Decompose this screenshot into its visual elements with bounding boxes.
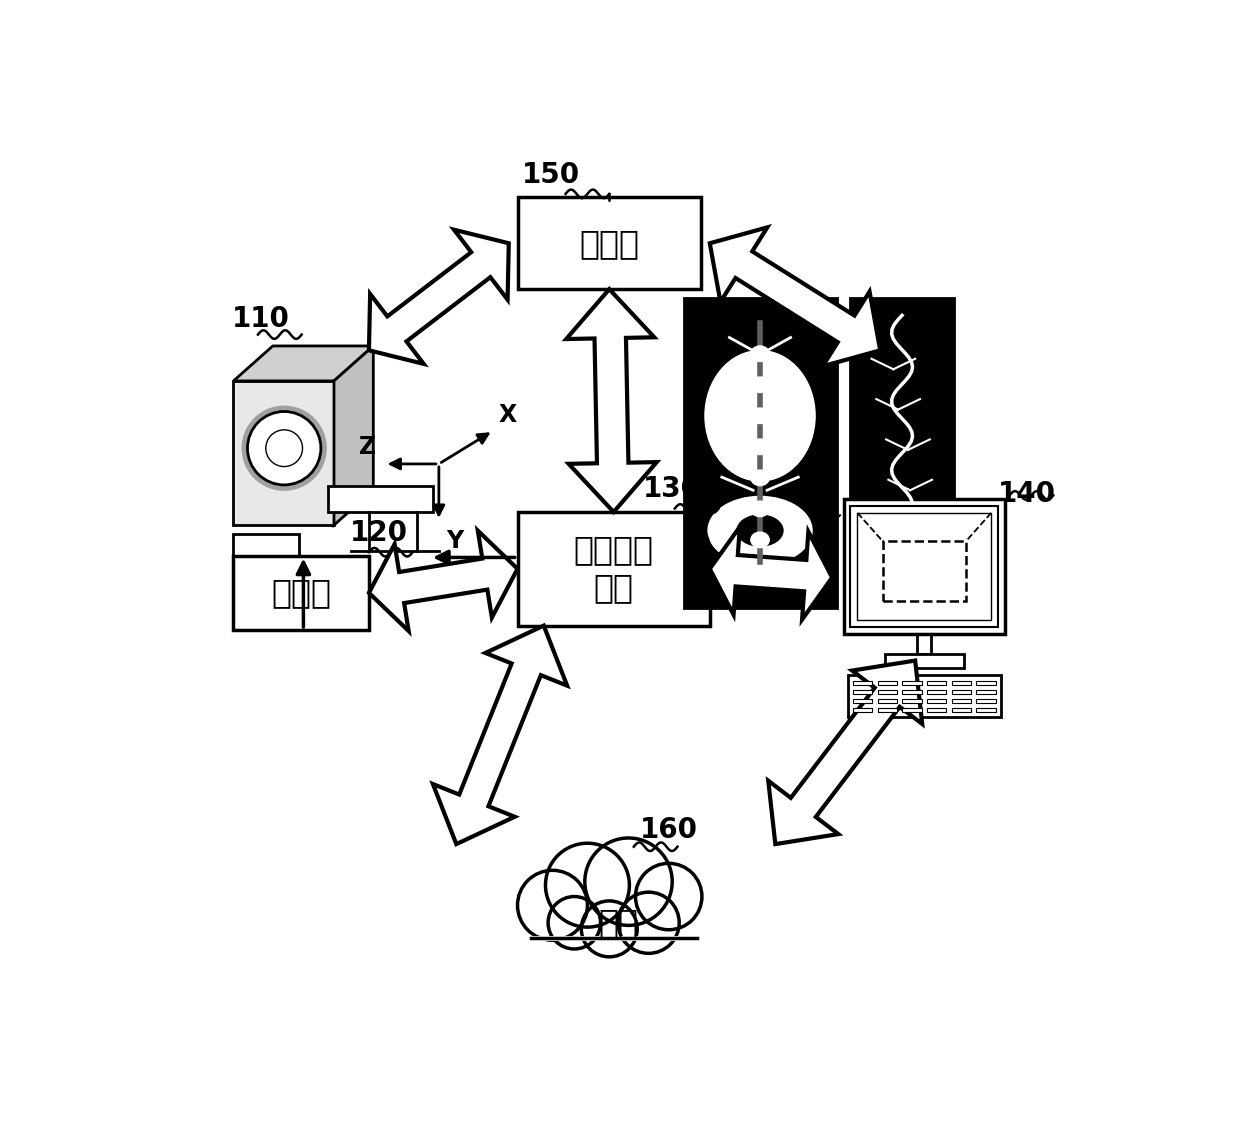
Ellipse shape (708, 496, 812, 565)
Text: 数据处理
系统: 数据处理 系统 (574, 533, 653, 605)
Polygon shape (709, 527, 832, 620)
Ellipse shape (751, 407, 769, 423)
Ellipse shape (751, 377, 769, 393)
FancyBboxPatch shape (848, 675, 1001, 717)
FancyBboxPatch shape (903, 699, 921, 703)
FancyBboxPatch shape (853, 690, 873, 693)
FancyBboxPatch shape (878, 681, 897, 684)
Circle shape (582, 901, 637, 957)
FancyBboxPatch shape (951, 699, 971, 703)
Polygon shape (709, 227, 880, 367)
FancyBboxPatch shape (517, 512, 709, 625)
Text: 存储器: 存储器 (579, 227, 640, 260)
Text: 140: 140 (998, 480, 1056, 507)
FancyBboxPatch shape (327, 486, 433, 512)
FancyBboxPatch shape (951, 681, 971, 684)
FancyBboxPatch shape (878, 690, 897, 693)
FancyBboxPatch shape (928, 681, 946, 684)
Text: 控制器: 控制器 (272, 577, 331, 609)
FancyBboxPatch shape (951, 690, 971, 693)
Text: 160: 160 (640, 816, 698, 844)
Circle shape (585, 838, 672, 925)
FancyBboxPatch shape (849, 297, 955, 608)
Polygon shape (334, 346, 373, 526)
Circle shape (517, 871, 588, 940)
FancyBboxPatch shape (878, 699, 897, 703)
FancyBboxPatch shape (233, 381, 334, 526)
Text: 网络: 网络 (598, 906, 639, 940)
FancyBboxPatch shape (976, 708, 996, 712)
Circle shape (618, 892, 680, 953)
Ellipse shape (751, 346, 769, 361)
Text: Y: Y (446, 529, 463, 554)
Ellipse shape (751, 532, 769, 547)
Text: X: X (498, 403, 517, 427)
FancyBboxPatch shape (853, 681, 873, 684)
FancyBboxPatch shape (928, 708, 946, 712)
Ellipse shape (751, 439, 769, 454)
FancyBboxPatch shape (976, 690, 996, 693)
Text: 130: 130 (644, 476, 701, 503)
Circle shape (548, 897, 600, 949)
FancyBboxPatch shape (976, 699, 996, 703)
FancyBboxPatch shape (951, 708, 971, 712)
FancyBboxPatch shape (928, 690, 946, 693)
Text: 150: 150 (522, 161, 580, 188)
FancyBboxPatch shape (843, 499, 1006, 634)
Polygon shape (233, 346, 373, 381)
Circle shape (248, 412, 321, 485)
Ellipse shape (706, 351, 815, 481)
Polygon shape (769, 661, 923, 844)
Polygon shape (567, 289, 657, 512)
FancyBboxPatch shape (851, 506, 998, 628)
FancyBboxPatch shape (976, 681, 996, 684)
FancyBboxPatch shape (853, 699, 873, 703)
FancyBboxPatch shape (233, 556, 370, 630)
FancyBboxPatch shape (517, 197, 701, 289)
Ellipse shape (751, 501, 769, 516)
Polygon shape (433, 625, 567, 844)
FancyBboxPatch shape (885, 654, 963, 667)
FancyBboxPatch shape (858, 513, 991, 621)
Polygon shape (370, 530, 517, 631)
FancyBboxPatch shape (903, 681, 921, 684)
Ellipse shape (737, 515, 782, 546)
FancyBboxPatch shape (683, 297, 837, 608)
Circle shape (242, 406, 326, 490)
Text: Z: Z (358, 435, 376, 459)
FancyBboxPatch shape (903, 690, 921, 693)
FancyBboxPatch shape (233, 533, 299, 582)
Ellipse shape (751, 470, 769, 486)
Polygon shape (370, 229, 508, 364)
FancyBboxPatch shape (883, 541, 966, 600)
FancyBboxPatch shape (903, 708, 921, 712)
Text: 110: 110 (232, 305, 290, 333)
FancyBboxPatch shape (928, 699, 946, 703)
Text: 120: 120 (350, 519, 408, 547)
FancyBboxPatch shape (853, 708, 873, 712)
Circle shape (546, 843, 630, 927)
FancyBboxPatch shape (878, 708, 897, 712)
Circle shape (636, 864, 702, 930)
